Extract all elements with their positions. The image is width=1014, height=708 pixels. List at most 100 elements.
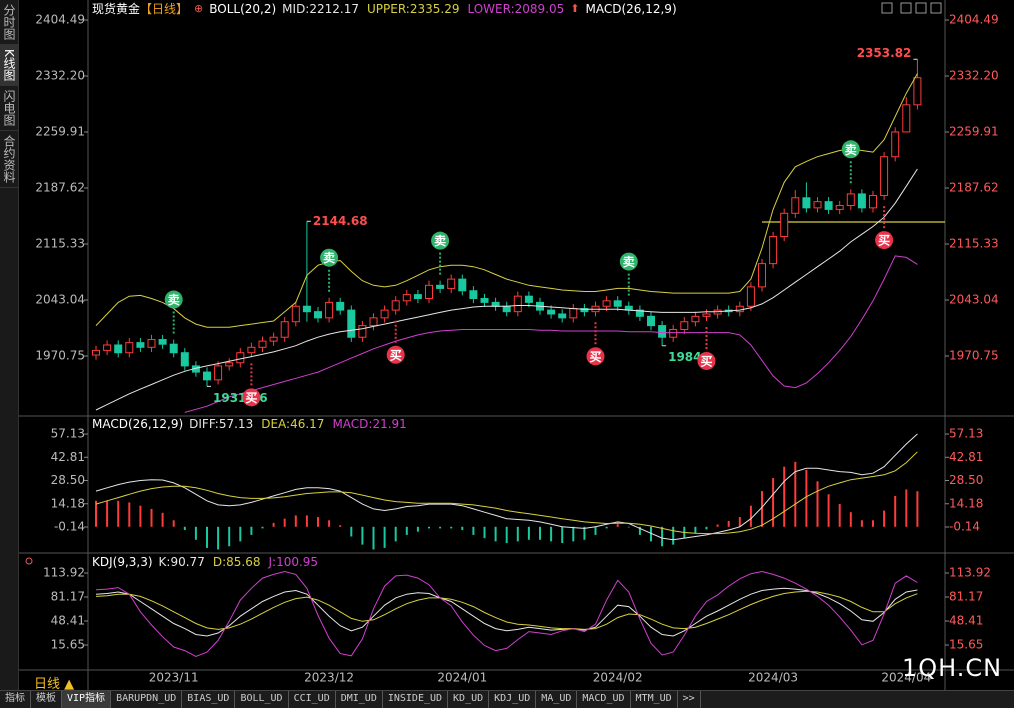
indicator-name[interactable]: MACD(26,12,9) (585, 2, 677, 16)
candle-body (158, 339, 167, 345)
legend-name: D: (212, 555, 227, 569)
y-tick-label: 28.50 (949, 473, 983, 487)
candle-body (869, 194, 877, 209)
legend-series: DIFF:57.13 DEA:46.17 MACD:21.91 (189, 417, 407, 431)
candle-body (380, 309, 389, 319)
y-tick-label: 81.17 (949, 589, 983, 603)
tab[interactable]: INSIDE_UD (383, 691, 449, 708)
sidebar: 分时图 K线图 闪电图 合约资料 (0, 0, 19, 690)
candle-body (558, 313, 567, 319)
candle-body (92, 349, 100, 356)
y-tick-label: 2115.33 (949, 237, 999, 251)
series-line (184, 255, 918, 413)
period-label: 【日线】 (140, 2, 189, 16)
indicator-name: MACD(26,12,9) (92, 417, 184, 431)
series-line (95, 168, 918, 411)
x-tick-label: 2024/03 (748, 671, 798, 685)
y-tick-label: 2043.04 (949, 293, 999, 307)
signal-label: 买 (589, 350, 601, 364)
x-tick-label: 2024/01 (437, 671, 487, 685)
y-tick-label: 2115.33 (35, 237, 85, 251)
y-tick-label: 57.13 (51, 427, 85, 441)
tab[interactable]: KD_UD (448, 691, 490, 708)
main-legend: 现货黄金 【日线】 ⊕ BOLL(20,2) MID:2212.17 UPPER:2… (92, 2, 677, 16)
tab[interactable]: BARUPDN_UD (111, 691, 183, 708)
plot-layer: 1970.75 1970.75 2043.04 2043.04 2115.33 2115.… (35, 13, 998, 685)
legend-name: MACD: (332, 417, 373, 431)
candle-body (469, 290, 478, 299)
candle-body (325, 301, 334, 319)
tab[interactable]: BOLL_UD (235, 691, 289, 708)
candle-body (314, 311, 322, 319)
y-tick-label: 28.50 (51, 473, 85, 487)
candle-body (769, 236, 778, 265)
y-tick-label: 2332.20 (949, 69, 999, 83)
candle-body (225, 362, 234, 367)
y-tick-label: 2187.62 (35, 181, 85, 195)
series-line (95, 587, 918, 637)
window-icons (881, 2, 942, 14)
candle-body (635, 309, 644, 317)
y-tick-label: 48.41 (949, 614, 983, 628)
legend-value: 2335.29 (409, 2, 460, 16)
signal-badge (242, 388, 261, 407)
signal-label: 买 (245, 391, 257, 405)
icon[interactable]: ⬆ (570, 2, 580, 15)
candle-body (369, 317, 378, 327)
icon[interactable] (930, 2, 942, 14)
candle-body (669, 328, 678, 338)
tab[interactable]: MTM_UD (631, 691, 678, 708)
candle-body (913, 77, 922, 106)
icon[interactable] (881, 2, 893, 14)
sidebar-item[interactable]: 闪电图 (0, 86, 18, 131)
macd-legend: MACD(26,12,9) DIFF:57.13 DEA:46.17 MACD:21… (92, 417, 407, 431)
candle-body (702, 313, 711, 317)
legend-value: 90.77 (170, 555, 205, 569)
y-tick-label: 1970.75 (949, 349, 999, 363)
y-tick-label: 2187.62 (949, 181, 999, 195)
signal-label: 卖 (434, 233, 446, 248)
tab-bar: 指标 模板 VIP指标 BARUPDN_UD BIAS_UD BOLL_UD CCI_UD D… (0, 690, 1014, 708)
period-button[interactable]: 日线 ▲ (34, 677, 75, 692)
tab[interactable]: MA_UD (536, 691, 578, 708)
signal-label: 卖 (845, 142, 857, 157)
y-tick-label: -0.14 (54, 520, 85, 534)
icon[interactable] (900, 2, 912, 14)
candle-body (857, 193, 866, 209)
tab[interactable]: 指标 (0, 691, 31, 708)
sidebar-item[interactable]: 合约资料 (0, 131, 18, 188)
tab[interactable]: BIAS_UD (182, 691, 236, 708)
legend-name: K: (158, 555, 171, 569)
tab[interactable]: DMI_UD (336, 691, 383, 708)
y-tick-label: 113.92 (949, 565, 991, 579)
candle-body (269, 336, 278, 342)
legend-entry: MID:2212.17 (282, 2, 359, 16)
legend-name: MID: (282, 2, 310, 16)
candle-body (147, 339, 156, 348)
tab[interactable]: >> (678, 691, 701, 708)
candle-body (580, 308, 589, 313)
signal-badge (320, 248, 339, 267)
tab[interactable]: MACD_UD (577, 691, 631, 708)
signal-label: 卖 (168, 292, 180, 307)
tab[interactable]: 模板 (31, 691, 62, 708)
legend-value: 21.91 (372, 417, 407, 431)
tab[interactable]: KDJ_UD (489, 691, 537, 708)
candle-body (302, 305, 311, 313)
candle-body (846, 193, 855, 207)
candle-body (813, 201, 822, 209)
indicator-name[interactable]: BOLL(20,2) (209, 2, 277, 16)
icon[interactable]: ⊕ (194, 2, 204, 15)
candle-body (746, 286, 755, 307)
sidebar-item[interactable]: K线图 (0, 45, 18, 86)
signal-badge (875, 231, 894, 250)
legend-entry: MACD:21.91 (332, 417, 406, 431)
sidebar-item[interactable]: 分时图 (0, 0, 18, 45)
candle-body (758, 263, 766, 288)
tab[interactable]: VIP指标 (62, 691, 112, 708)
tab[interactable]: CCI_UD (289, 691, 336, 708)
candle-body (247, 346, 256, 354)
icon[interactable] (915, 2, 927, 14)
legend-entry: UPPER:2335.29 (367, 2, 459, 16)
signal-label: 买 (878, 234, 890, 248)
